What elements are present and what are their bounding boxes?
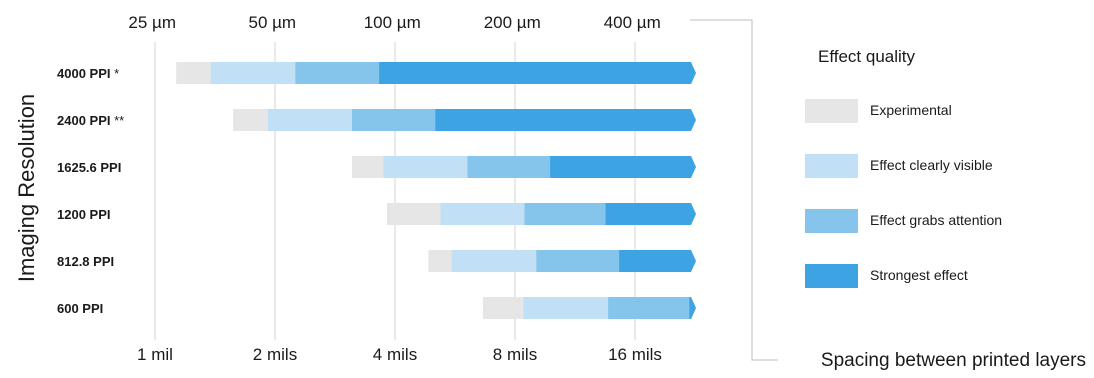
bar-segment <box>536 250 620 272</box>
row-label: 812.8 PPI <box>57 254 114 269</box>
bar-segment <box>428 250 453 272</box>
bar-segment <box>233 109 269 131</box>
row-label: 2400 PPI ** <box>57 113 124 128</box>
legend-label: Experimental <box>870 102 952 118</box>
top-tick-label: 200 µm <box>484 13 541 32</box>
legend: Effect quality Experimental Effect clearly… <box>805 47 1002 288</box>
row-label: 1200 PPI <box>57 207 111 222</box>
top-tick-label: 50 µm <box>248 13 296 32</box>
legend-swatch <box>805 209 858 233</box>
bar-segment <box>523 297 609 319</box>
bar-segment <box>605 203 697 225</box>
bar-segment <box>351 156 384 178</box>
bar-segment <box>351 109 436 131</box>
row-label: 4000 PPI * <box>57 66 119 81</box>
bar-segment <box>550 156 697 178</box>
bar-segment <box>387 203 441 225</box>
bar-segment <box>295 62 380 84</box>
legend-label: Effect grabs attention <box>870 212 1002 228</box>
row-label: 1625.6 PPI <box>57 160 121 175</box>
bar-segment <box>524 203 607 225</box>
top-tick-label: 100 µm <box>364 13 421 32</box>
x-axis-title: Spacing between printed layers <box>821 350 1086 371</box>
bar-segment <box>210 62 296 84</box>
row-label: 600 PPI <box>57 301 103 316</box>
legend-title: Effect quality <box>818 47 916 66</box>
row-label-note: * <box>111 66 120 81</box>
grid-layer <box>154 19 778 361</box>
bottom-tick-label: 8 mils <box>493 345 537 364</box>
bottom-tick-label: 4 mils <box>373 345 417 364</box>
legend-label: Effect clearly visible <box>870 157 993 173</box>
bar-segment <box>383 156 468 178</box>
top-tick-label: 400 µm <box>604 13 661 32</box>
legend-swatch <box>805 99 858 123</box>
bar-segment <box>451 250 537 272</box>
axis-connector-line <box>690 19 778 361</box>
legend-swatch <box>805 154 858 178</box>
bar-segment <box>379 62 697 84</box>
bar-segment <box>267 109 353 131</box>
bottom-tick-label: 1 mil <box>137 345 173 364</box>
bar-segment <box>689 297 697 319</box>
bottom-tick-label: 2 mils <box>253 345 297 364</box>
row-label-note: ** <box>111 113 125 128</box>
bar-segment <box>619 250 697 272</box>
labels-layer: 25 µm 50 µm 100 µm 200 µm 400 µm 1 mil 2 mils 4… <box>14 13 1086 371</box>
bar-segment <box>176 62 212 84</box>
top-tick-label: 25 µm <box>128 13 176 32</box>
bar-segment <box>483 297 524 319</box>
y-axis-title: Imaging Resolution <box>14 94 39 282</box>
bars-layer <box>176 62 697 319</box>
bar-segment <box>435 109 697 131</box>
bar-segment <box>440 203 525 225</box>
bar-segment <box>608 297 690 319</box>
bar-segment <box>467 156 551 178</box>
legend-label: Strongest effect <box>870 267 968 283</box>
legend-swatch <box>805 264 858 288</box>
bottom-tick-label: 16 mils <box>608 345 662 364</box>
